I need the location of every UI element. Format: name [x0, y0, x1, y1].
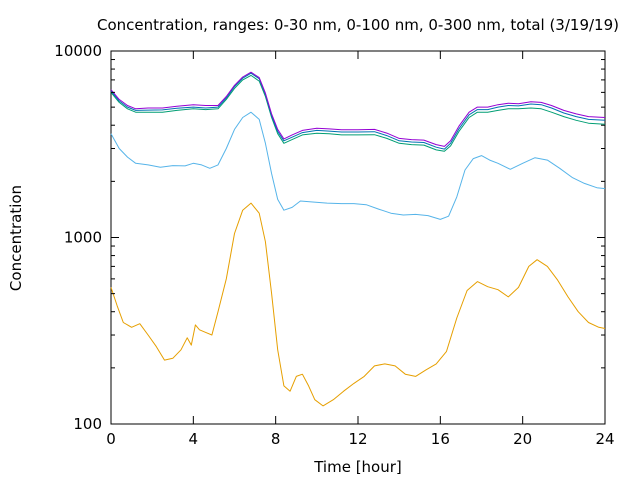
- series-line-4: [110, 72, 606, 150]
- x-axis-label: Time [hour]: [313, 458, 402, 476]
- tick-layer: 0 4 8 12 16 20 24 100 1000 10000: [54, 42, 614, 448]
- y-tick-label: 10000: [54, 42, 102, 60]
- chart-title: Concentration, ranges: 0-30 nm, 0-100 nm…: [97, 16, 619, 34]
- series-layer: [110, 71, 606, 407]
- y-tick-label: 100: [73, 415, 102, 433]
- x-tick-label: 8: [271, 430, 281, 448]
- y-tick-label: 1000: [64, 229, 102, 247]
- series-line-2: [110, 111, 606, 220]
- x-tick-label: 0: [106, 430, 116, 448]
- series-line-5: [110, 71, 606, 147]
- x-tick-label: 12: [348, 430, 367, 448]
- x-tick-label: 4: [189, 430, 199, 448]
- x-tick-label: 20: [513, 430, 532, 448]
- plot-frame: [110, 50, 606, 425]
- x-tick-label: 24: [595, 430, 614, 448]
- series-line-3: [110, 74, 606, 152]
- series-line-1: [110, 202, 606, 407]
- y-axis-label: Concentration: [7, 185, 25, 291]
- x-tick-label: 16: [431, 430, 450, 448]
